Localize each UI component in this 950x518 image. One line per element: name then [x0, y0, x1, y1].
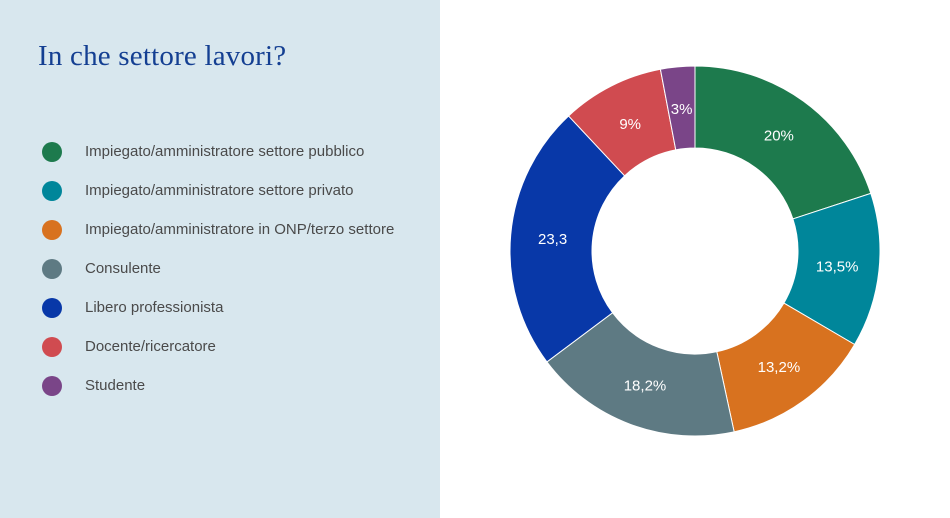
slice-value-label: 9%: [619, 116, 641, 133]
legend-item-label: Impiegato/amministratore settore pubblic…: [85, 143, 365, 160]
legend-dot-icon: [42, 142, 62, 162]
slice-value-label: 3%: [671, 101, 693, 118]
legend-item-label: Impiegato/amministratore settore privato: [85, 182, 354, 199]
legend-item: Impiegato/amministratore in ONP/terzo se…: [42, 220, 394, 240]
legend-item-label: Docente/ricercatore: [85, 338, 216, 355]
legend-dot-icon: [42, 220, 62, 240]
donut-slice: [694, 65, 872, 220]
legend-item: Impiegato/amministratore settore privato: [42, 181, 394, 201]
donut-slice: [546, 312, 735, 437]
legend-item: Consulente: [42, 259, 394, 279]
legend-dot-icon: [42, 181, 62, 201]
legend-item: Libero professionista: [42, 298, 394, 318]
legend-item: Docente/ricercatore: [42, 337, 394, 357]
slice-value-label: 23,3: [538, 231, 567, 248]
legend-dot-icon: [42, 376, 62, 396]
slice-value-label: 13,5%: [816, 258, 859, 275]
legend-item-label: Consulente: [85, 260, 161, 277]
legend-dot-icon: [42, 259, 62, 279]
legend-item-label: Studente: [85, 377, 146, 394]
legend-dot-icon: [42, 298, 62, 318]
legend-dot-icon: [42, 337, 62, 357]
donut-slice: [509, 115, 626, 363]
slice-value-label: 18,2%: [624, 377, 667, 394]
legend-item-label: Impiegato/amministratore in ONP/terzo se…: [85, 221, 395, 238]
question-panel: In che settore lavori? Impiegato/amminis…: [0, 0, 440, 518]
legend-item-label: Libero professionista: [85, 299, 224, 316]
legend: Impiegato/amministratore settore pubblic…: [42, 142, 394, 415]
donut-slice: [659, 65, 696, 151]
legend-item: Studente: [42, 376, 394, 396]
legend-item: Impiegato/amministratore settore pubblic…: [42, 142, 394, 162]
donut-chart: 20% 13,5% 13,2% 18,2% 23,3 9% 3%: [509, 65, 881, 437]
slice-value-label: 20%: [764, 127, 794, 144]
slice-value-label: 13,2%: [758, 359, 801, 376]
page-title: In che settore lavori?: [38, 40, 287, 72]
